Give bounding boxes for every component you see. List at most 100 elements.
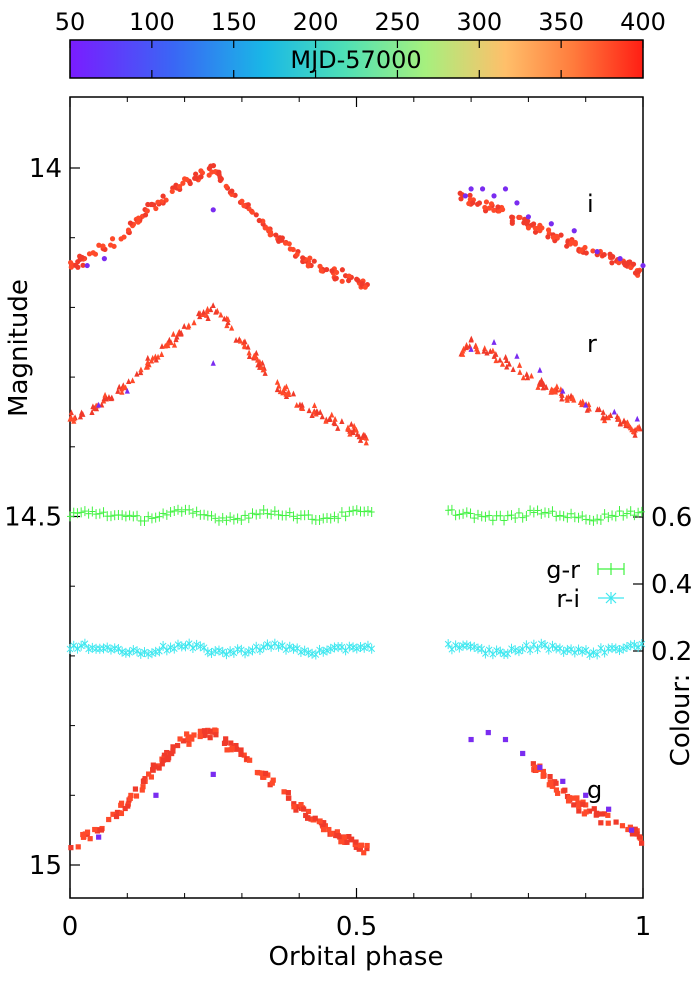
point-g: [110, 811, 116, 817]
point-r: [497, 356, 503, 363]
point-r-i: [256, 645, 264, 656]
point-g: [634, 831, 640, 837]
point-g-r: [527, 505, 534, 516]
point-r: [577, 399, 584, 406]
point-i: [458, 196, 464, 202]
point-i: [193, 171, 199, 177]
point-g-r: [515, 507, 522, 518]
point-g: [574, 795, 580, 801]
point-r-i: [141, 647, 148, 658]
point-i: [630, 261, 637, 267]
point-g-r: [215, 515, 222, 526]
point-g: [68, 845, 74, 851]
point-i: [590, 248, 596, 254]
point-i-early: [525, 214, 532, 220]
point-i: [67, 259, 74, 266]
point-i: [483, 199, 490, 205]
point-r-i: [493, 645, 500, 656]
point-r: [625, 420, 631, 427]
colorbar-tick-label: 50: [55, 8, 86, 36]
point-i-early: [479, 186, 486, 192]
point-r: [126, 378, 132, 385]
point-r: [281, 385, 288, 391]
x-axis-label: Orbital phase: [269, 942, 444, 972]
point-g-r: [448, 504, 455, 515]
point-g-r: [338, 507, 345, 518]
point-i: [286, 241, 292, 247]
point-g: [335, 833, 341, 839]
point-g: [566, 795, 573, 801]
point-i-early: [468, 186, 474, 192]
point-g: [583, 802, 589, 808]
point-g-r: [553, 511, 560, 522]
point-g: [159, 761, 165, 767]
point-r: [629, 426, 635, 433]
point-g: [570, 795, 577, 801]
point-r: [621, 417, 627, 424]
point-r-i: [260, 642, 268, 653]
point-g: [80, 834, 87, 840]
point-r: [68, 409, 74, 416]
point-i: [198, 174, 204, 180]
point-r-i: [571, 647, 579, 658]
point-i: [339, 267, 345, 273]
point-g-r: [590, 515, 597, 526]
point-r-early: [468, 346, 474, 352]
point-g: [530, 761, 536, 767]
point-r-i: [534, 644, 541, 655]
point-r: [504, 363, 510, 370]
point-g: [599, 811, 605, 817]
point-r-i: [560, 646, 567, 657]
point-g: [213, 732, 219, 738]
point-i: [290, 246, 296, 253]
point-r-i: [193, 639, 200, 650]
point-r: [332, 415, 338, 422]
point-g-early: [210, 771, 216, 777]
point-r-i: [208, 647, 215, 658]
point-g-r: [631, 510, 638, 521]
point-r-i: [353, 643, 361, 654]
point-i: [253, 212, 259, 218]
point-r: [246, 353, 253, 359]
point-g: [148, 774, 154, 780]
point-r-i: [631, 639, 638, 650]
point-i: [153, 205, 159, 212]
point-r-i: [515, 646, 523, 657]
point-g-r: [219, 512, 226, 523]
point-g-r: [560, 511, 567, 522]
point-r: [170, 330, 176, 337]
y-axis-label: Magnitude: [4, 279, 34, 417]
point-g: [329, 831, 335, 837]
point-r: [616, 415, 622, 422]
point-g: [594, 810, 600, 816]
point-g-r: [227, 512, 234, 523]
point-i: [545, 227, 552, 233]
point-g-r: [189, 508, 196, 519]
point-g-r: [148, 513, 155, 524]
point-r: [253, 349, 259, 356]
point-r: [475, 348, 481, 355]
point-g-r: [156, 511, 163, 522]
point-r-i: [470, 641, 478, 652]
point-r-i: [575, 644, 582, 655]
point-r-i: [616, 645, 623, 656]
point-g-r: [186, 504, 193, 515]
point-i: [509, 214, 515, 220]
point-g-early: [560, 778, 566, 784]
point-i: [332, 276, 338, 282]
point-g: [238, 751, 244, 757]
point-r-i: [316, 644, 323, 655]
point-g: [247, 757, 253, 763]
point-r: [353, 426, 359, 433]
point-r-early: [537, 366, 543, 373]
point-g: [636, 834, 642, 840]
point-r-i: [200, 642, 208, 653]
point-g: [317, 818, 323, 824]
point-g: [185, 736, 191, 742]
point-r: [300, 405, 306, 411]
point-g-early: [485, 729, 491, 736]
point-r: [570, 394, 576, 401]
point-g-r: [542, 507, 549, 518]
point-g: [125, 803, 131, 809]
point-g-r: [594, 514, 601, 525]
